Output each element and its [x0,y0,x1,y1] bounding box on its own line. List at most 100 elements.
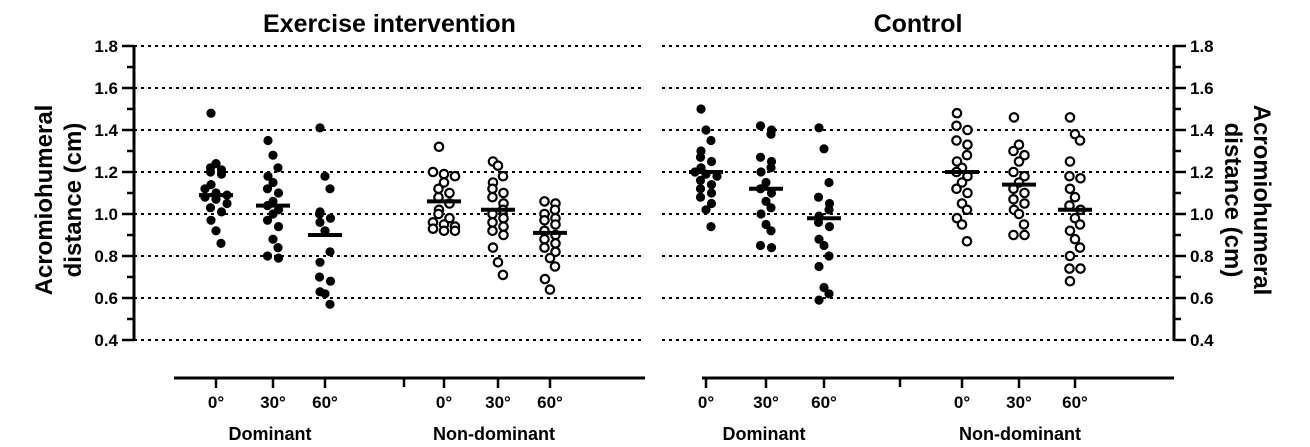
data-point [205,203,216,213]
data-point [262,251,273,261]
y-axis-title-left: Acromiohumeraldistance (cm) [31,105,87,296]
data-point [1075,173,1086,184]
data-point [696,104,706,114]
data-point [314,209,325,219]
y-tick-label-right: 1.0 [1190,205,1214,224]
data-point [1064,156,1076,167]
data-point [1069,191,1081,203]
data-point [487,217,498,228]
data-point [1019,170,1030,182]
data-point [268,177,278,188]
data-point [961,149,973,161]
data-point [487,225,498,237]
data-point [216,207,227,217]
category-label: 60° [1062,393,1088,412]
data-point [315,123,325,133]
category-label: 0° [436,393,452,412]
data-point [205,167,216,177]
data-point [766,163,776,173]
data-point [1008,194,1019,205]
data-point [498,212,509,224]
data-point [695,184,706,194]
panel-title: Control [874,10,963,38]
y-tick-label-right: 0.8 [1190,247,1214,266]
data-point [263,171,273,181]
data-point [951,120,962,132]
group-label: Dominant [229,424,312,444]
data-point [273,188,284,198]
data-point [814,234,824,244]
data-point [444,212,455,224]
y-tick-label-right: 1.2 [1190,163,1214,182]
data-point [549,261,561,272]
data-point [824,222,835,232]
category-label: 0° [698,393,714,412]
data-point [962,187,973,199]
data-point [824,251,834,261]
group-label: Dominant [723,424,806,444]
data-point [492,256,504,268]
data-point [444,187,455,199]
y-tick-label-right: 0.6 [1190,289,1214,308]
data-point [268,150,278,160]
data-point [706,198,717,209]
data-point [1013,156,1025,167]
data-point [1019,187,1030,199]
data-point [325,213,336,223]
data-point [320,289,330,299]
data-point [824,289,834,299]
data-point [438,168,450,180]
data-point [695,175,706,185]
data-point [427,223,439,234]
y-tick-label-right: 0.4 [1190,331,1214,350]
data-point [206,215,216,225]
data-point [487,242,499,253]
data-point [433,208,444,220]
data-point [814,261,824,272]
data-point [216,169,227,179]
data-point [539,196,550,207]
data-point [706,222,716,232]
data-point [956,219,968,230]
data-point [819,240,829,251]
data-point [1018,219,1030,230]
labels: 0.4 0.4 0.6 0.6 0.8 0.8 1.0 1.0 1.2 1.2 1.4 1.4 1.6 1… [31,10,1275,444]
data-point [268,209,278,219]
data-point [438,177,450,188]
data-point [756,167,766,177]
data-point [706,180,717,190]
data-point [325,276,336,286]
data-point [1064,225,1076,237]
data-point [1074,242,1086,253]
data-point [1064,250,1076,262]
data-point [427,166,439,178]
data-point [222,198,232,209]
data-point [701,125,711,135]
data-point [268,234,278,244]
data-point [961,236,973,247]
data-point [755,121,766,131]
data-point [951,107,963,119]
data-point [1013,208,1025,220]
category-label: 30° [485,393,511,412]
data-point [320,171,330,181]
data-point [1008,145,1019,157]
data-point [206,108,216,118]
panel-title: Exercise intervention [263,10,516,38]
data-point [706,156,717,167]
y-tick-label-right: 1.6 [1190,79,1214,98]
category-label: 30° [1006,393,1032,412]
data-point [962,124,973,136]
data-point [539,242,550,253]
data-point [433,183,444,195]
data-point [1064,183,1076,195]
data-point [492,160,504,171]
y-tick-label-left: 0.8 [94,247,118,266]
data-point [824,205,834,215]
data-point [956,177,968,188]
category-label: 60° [811,393,837,412]
y-tick-label-left: 0.6 [94,289,118,308]
data-point [813,192,824,202]
category-label: 0° [208,393,224,412]
